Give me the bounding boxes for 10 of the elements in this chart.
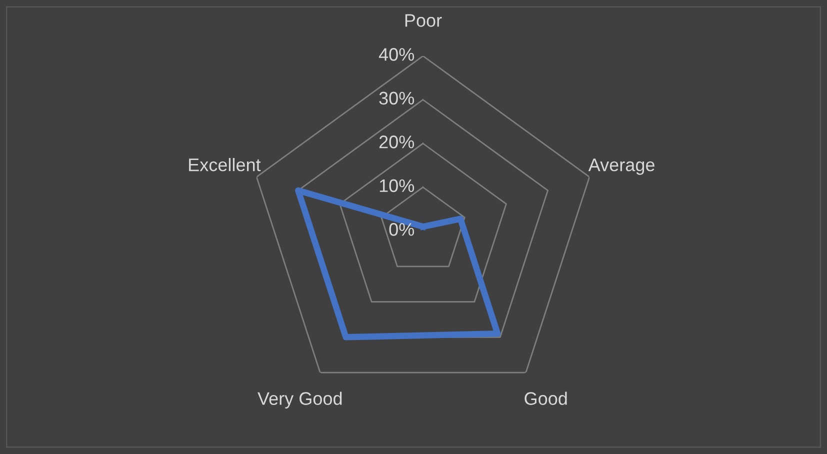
- spoke-label: Very Good: [258, 392, 342, 409]
- y-tick-label: 30%: [379, 92, 414, 105]
- spoke-label: Good: [524, 392, 567, 405]
- y-tick-label: 0%: [389, 223, 414, 236]
- y-tick-label: 40%: [378, 48, 414, 61]
- spoke-label: Poor: [405, 14, 442, 27]
- y-tick-label: 10%: [380, 179, 414, 192]
- y-tick-label: 20%: [379, 136, 414, 148]
- spoke-label: Average: [588, 158, 654, 175]
- spoke-label: Excellent: [189, 158, 261, 172]
